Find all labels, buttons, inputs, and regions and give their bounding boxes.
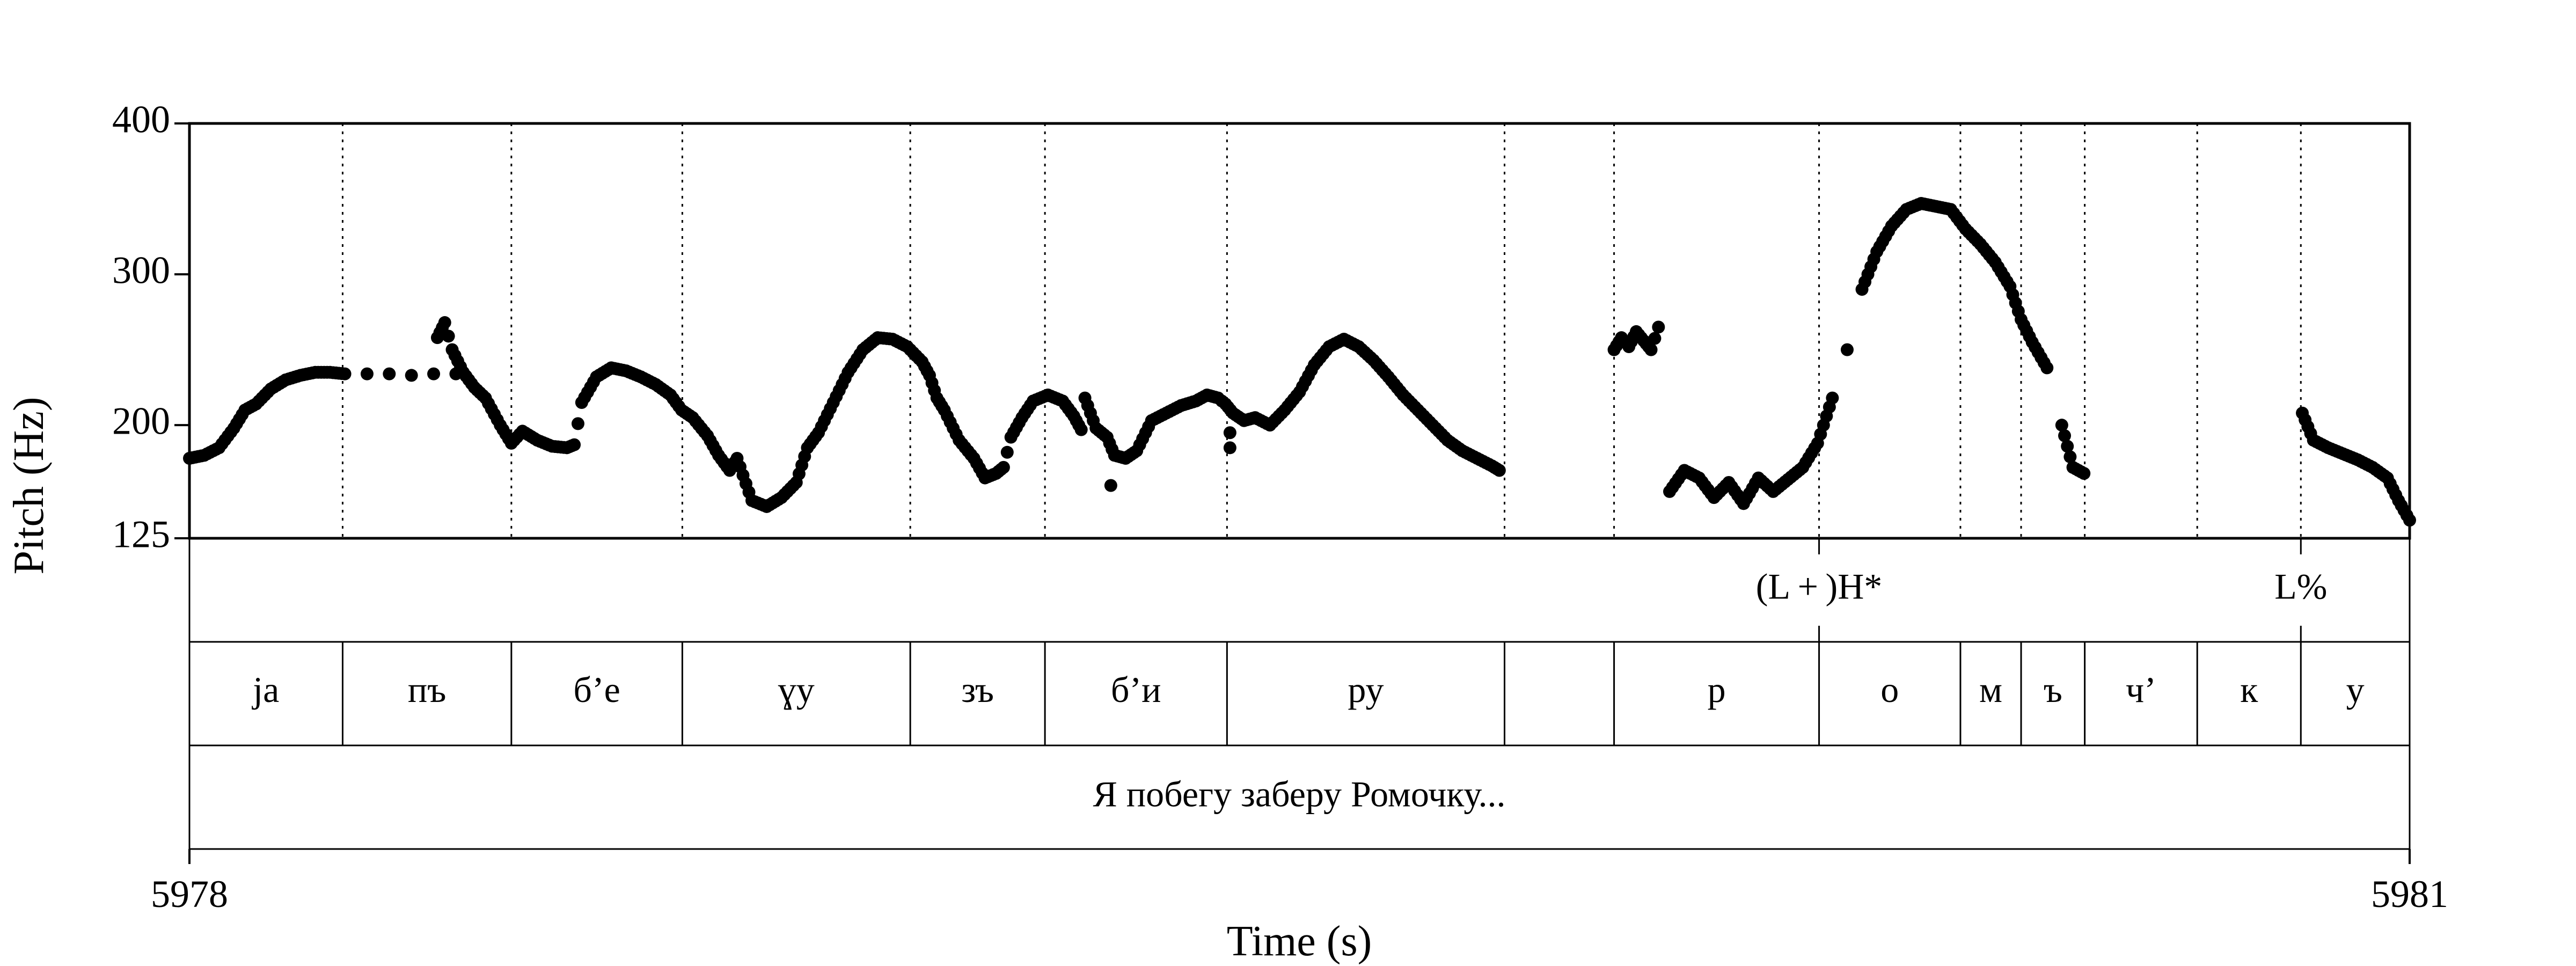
tier-frame-syllables xyxy=(188,641,2411,747)
pitch-point xyxy=(1074,423,1088,436)
pitch-point xyxy=(2077,467,2091,480)
pitch-point xyxy=(438,316,451,330)
pitch-point xyxy=(1644,343,1658,356)
pitch-point xyxy=(1104,479,1117,492)
tier-frame-utterance xyxy=(188,744,2411,850)
syllable-label: зъ xyxy=(961,669,994,710)
syllable-label: б’е xyxy=(573,669,620,710)
pitch-point xyxy=(2055,419,2068,432)
pitch-point xyxy=(571,417,584,430)
y-tick-label: 200 xyxy=(112,400,170,443)
pitch-point xyxy=(1826,391,1839,405)
y-tick-label: 400 xyxy=(112,98,170,141)
pitch-point xyxy=(2061,440,2074,453)
syllable-tier: ja пъ б’е ɣу зъ б’и ру р о м ъ ч’ к у xyxy=(252,642,2365,745)
x-axis-ticks: 5978 5981 xyxy=(151,849,2448,916)
chart-frames xyxy=(188,122,2411,850)
pitch-point xyxy=(1652,320,1665,334)
pitch-point xyxy=(338,367,352,380)
y-axis-label: Pitch (Hz) xyxy=(5,397,53,574)
syllable-label: м xyxy=(1979,669,2002,710)
pitch-point xyxy=(997,460,1010,474)
tone-tier: (L + )H* L% xyxy=(1756,538,2327,642)
pitch-point xyxy=(383,367,396,380)
pitch-point xyxy=(1223,441,1236,455)
pitch-point xyxy=(1648,332,1662,345)
tier-frame-tones xyxy=(188,537,2411,643)
syllable-label: б’и xyxy=(1111,669,1161,710)
syllable-label: к xyxy=(2240,669,2258,710)
x-tick-label: 5978 xyxy=(151,873,228,916)
syllable-label: ja xyxy=(252,669,279,710)
pitch-point xyxy=(1000,445,1014,459)
tone-label: (L + )H* xyxy=(1756,566,1883,607)
y-tick-label: 300 xyxy=(112,249,170,292)
utterance-label: Я побегу заберу Ромочку... xyxy=(1093,774,1505,815)
pitch-point xyxy=(360,367,374,380)
syllable-label: ъ xyxy=(2044,669,2062,710)
syllable-label: ч’ xyxy=(2126,669,2156,710)
y-axis-ticks: 125 200 300 400 xyxy=(112,98,189,556)
y-tick-label: 125 xyxy=(112,513,170,556)
syllable-label: о xyxy=(1880,669,1899,710)
syllable-label: ру xyxy=(1348,669,1384,710)
pitch-point xyxy=(405,369,418,382)
pitch-point xyxy=(1840,343,1854,356)
syllable-label: ɣу xyxy=(778,669,815,710)
pitch-point xyxy=(2040,361,2054,375)
interval-guide-lines xyxy=(341,123,2302,538)
pitch-point xyxy=(2058,429,2072,442)
pitch-point xyxy=(442,330,455,343)
syllable-label: у xyxy=(2346,669,2365,710)
tone-label: L% xyxy=(2274,566,2327,607)
pitch-point xyxy=(568,438,581,451)
x-tick-label: 5981 xyxy=(2371,873,2448,916)
pitch-point xyxy=(1492,464,1506,477)
pitch-point xyxy=(2063,450,2077,464)
x-axis-label: Time (s) xyxy=(1227,918,1372,965)
syllable-label: р xyxy=(1708,669,1726,710)
pitch-points xyxy=(183,196,2416,527)
pitch-point xyxy=(1223,426,1236,440)
syllable-label: пъ xyxy=(408,669,447,710)
pitch-point xyxy=(427,367,441,380)
